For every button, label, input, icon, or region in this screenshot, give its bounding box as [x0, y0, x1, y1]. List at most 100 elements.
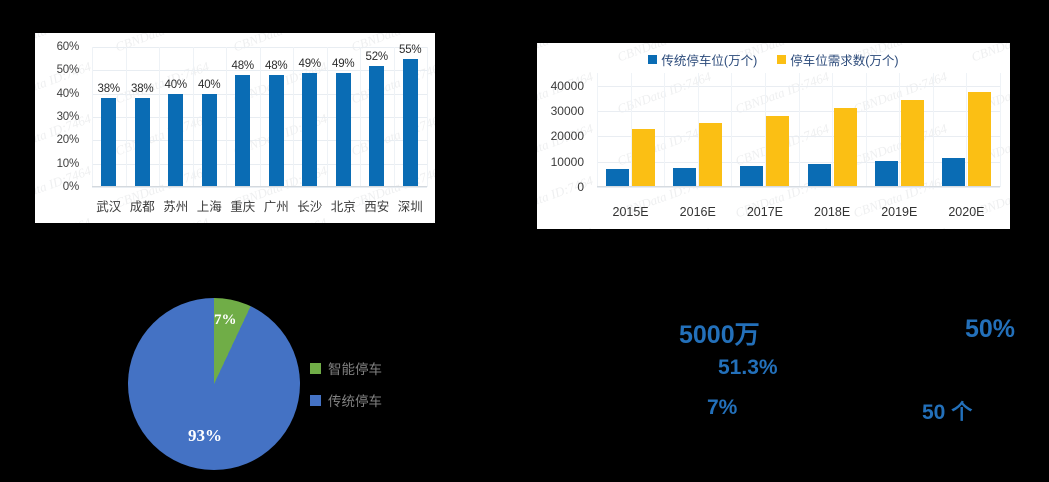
chart1-axis-line [92, 186, 427, 187]
gridline [798, 73, 800, 187]
bar-column: 48% [226, 47, 260, 187]
bar [134, 98, 150, 187]
x-tick-label: 2020E [948, 205, 985, 219]
gridline [192, 47, 194, 187]
bar [807, 164, 831, 187]
bar [740, 165, 764, 187]
y-tick-label: 20% [56, 134, 80, 147]
bar-group [731, 73, 798, 187]
gridline [226, 47, 227, 187]
gridline [360, 47, 361, 187]
y-tick-label: 10000 [550, 154, 584, 169]
gridline [630, 73, 632, 187]
x-tick-label: 长沙 [297, 200, 323, 214]
x-tick-label: 2017E [746, 205, 783, 219]
gridline [865, 73, 867, 187]
x-tick-label: 2018E [814, 205, 851, 219]
stat-50-percent: 50% [965, 315, 1016, 343]
pie-legend-label: 智能停车 [328, 362, 382, 377]
bar [833, 107, 857, 187]
bar [699, 123, 723, 187]
bar [402, 58, 418, 187]
legend-swatch-icon [648, 55, 658, 64]
bar-value-label: 48% [231, 60, 255, 72]
bar-group [866, 73, 933, 187]
legend-label: 传统停车位(万个) [661, 54, 758, 68]
gridline [326, 47, 328, 187]
pie-label-smart: 7% [214, 312, 237, 328]
y-tick-label: 60% [56, 41, 80, 53]
gridline [664, 73, 666, 187]
bar-column: 40% [193, 47, 227, 187]
bar [874, 161, 898, 187]
legend-item[interactable]: 停车位需求数(万个) [777, 50, 899, 69]
bar-group [933, 73, 1000, 187]
legend-label: 停车位需求数(万个) [790, 54, 899, 68]
bar-group [597, 73, 664, 187]
bar-column: 52% [360, 47, 394, 187]
gridline [932, 73, 934, 187]
gridline [764, 73, 766, 187]
y-tick-label: 30% [56, 111, 80, 123]
pie-slices: 7% 93% [128, 298, 300, 470]
stat-5000wan: 5000万 [679, 321, 760, 349]
pie-legend-item[interactable]: 传统停车 [310, 390, 382, 410]
bar [201, 93, 217, 187]
gridline [259, 47, 261, 187]
chart1-bar-series: 38% 38% 40% 40% 48% 48% 49% 49% 52% 55% [92, 44, 428, 187]
bar-column: 49% [327, 47, 361, 187]
y-tick-label: 20000 [550, 129, 584, 144]
chart1-x-axis-labels: 武汉 成都 苏州 上海 重庆 广州 长沙 北京 西安 深圳 [92, 196, 427, 215]
x-tick-label: 2016E [679, 205, 716, 219]
bar [941, 157, 965, 187]
bar-value-label: 38% [131, 83, 154, 96]
legend-swatch-icon [777, 55, 787, 64]
stat-7-percent: 7% [707, 396, 738, 419]
gridline [92, 187, 427, 188]
x-tick-label: 西安 [364, 200, 390, 214]
gridline [966, 73, 968, 187]
bar [632, 129, 656, 187]
bar-column: 38% [126, 47, 160, 187]
bar [268, 75, 284, 187]
pie-legend-label: 传统停车 [328, 394, 382, 409]
y-tick-label: 40% [56, 87, 80, 100]
bar-value-label: 52% [365, 50, 389, 63]
chart2-legend: 传统停车位(万个) 停车位需求数(万个) [537, 50, 1010, 69]
bar [606, 169, 630, 187]
bar [335, 72, 351, 187]
chart2-plot-area: 0 10000 20000 30000 40000 [551, 73, 1001, 194]
y-tick-label: 0% [62, 181, 79, 193]
bar [967, 92, 991, 187]
bar-value-label: 38% [97, 83, 121, 96]
legend-swatch-icon [310, 394, 321, 406]
bar-column: 49% [293, 47, 327, 187]
bar-value-label: 49% [298, 57, 322, 70]
bar [302, 72, 318, 187]
bar-column: 55% [394, 44, 428, 187]
x-tick-label: 北京 [330, 200, 356, 214]
bar [766, 115, 790, 187]
gridline [731, 73, 733, 187]
bar [101, 98, 117, 187]
bar [369, 65, 385, 187]
legend-item[interactable]: 传统停车位(万个) [648, 50, 757, 69]
pie-legend: 智能停车 传统停车 [310, 358, 382, 410]
chart1-plot-area: 38% 38% 40% 40% 48% 48% 49% 49% 52% 55% 0% 10% 20% 3… [57, 41, 428, 193]
chart2-axis-line [597, 186, 1000, 187]
bar-value-label: 40% [164, 78, 188, 91]
gridline [597, 187, 1000, 188]
gridline [899, 73, 901, 187]
bar [168, 93, 184, 187]
gridline [427, 47, 428, 187]
bar-column: 38% [92, 47, 126, 187]
x-tick-label: 武汉 [96, 200, 122, 214]
x-tick-label: 2015E [612, 205, 649, 219]
bar-group [799, 73, 866, 187]
stat-51-3-percent: 51.3% [718, 356, 778, 379]
pie-legend-item[interactable]: 智能停车 [310, 358, 382, 378]
gridline [393, 47, 395, 187]
y-tick-label: 40000 [550, 78, 584, 93]
x-tick-label: 2019E [881, 205, 918, 219]
